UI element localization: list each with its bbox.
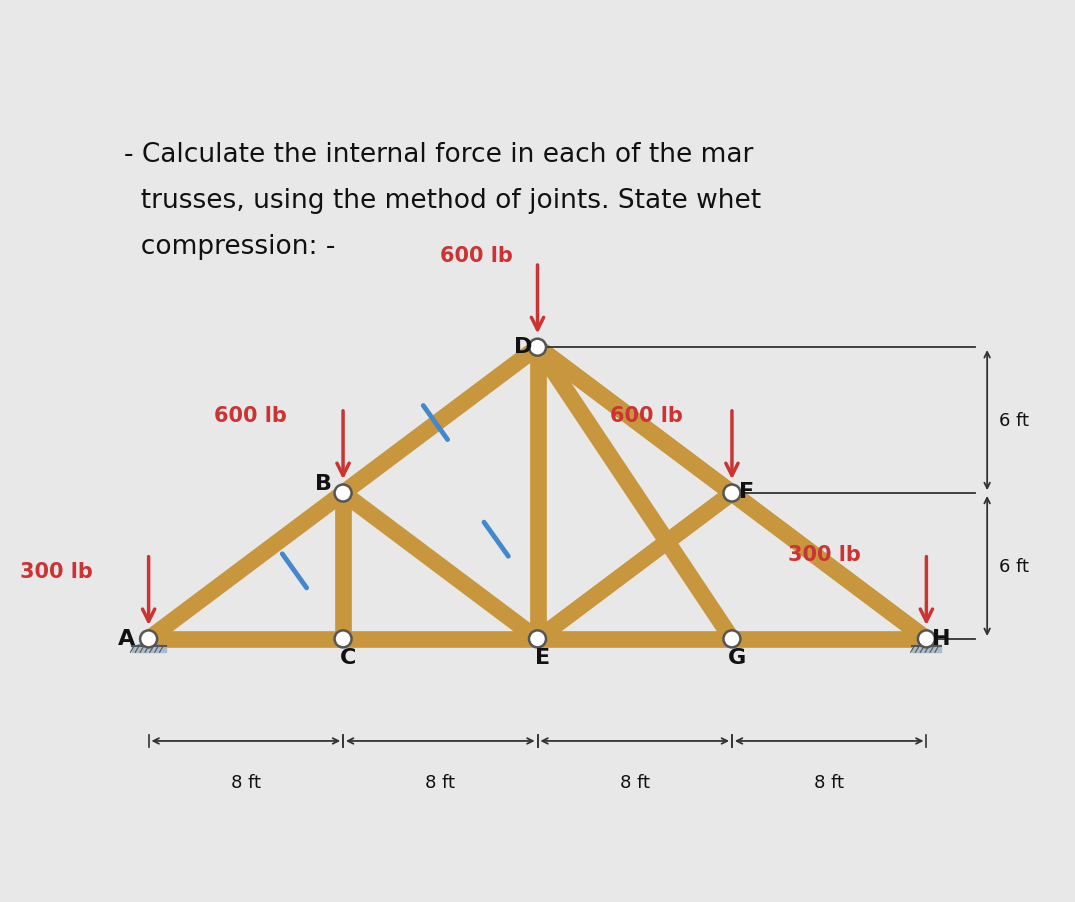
Text: trusses, using the method of joints. State whet: trusses, using the method of joints. Sta… (125, 188, 761, 214)
Text: 300 lb: 300 lb (19, 561, 92, 581)
Text: - Calculate the internal force in each of the mar: - Calculate the internal force in each o… (125, 142, 754, 168)
Text: 6 ft: 6 ft (1000, 411, 1029, 429)
Text: 8 ft: 8 ft (231, 773, 261, 791)
Polygon shape (912, 647, 941, 652)
Circle shape (529, 630, 546, 648)
Polygon shape (131, 647, 166, 652)
Circle shape (140, 630, 157, 648)
Text: F: F (739, 481, 754, 501)
Text: C: C (340, 648, 356, 667)
Polygon shape (917, 640, 936, 647)
Text: H: H (932, 628, 950, 648)
Text: E: E (534, 648, 550, 667)
Text: compression: -: compression: - (125, 234, 335, 260)
Polygon shape (137, 640, 161, 647)
Text: 300 lb: 300 lb (788, 544, 861, 564)
Text: 600 lb: 600 lb (214, 406, 287, 426)
Circle shape (529, 339, 546, 356)
Circle shape (723, 485, 741, 502)
Circle shape (723, 630, 741, 648)
Text: 8 ft: 8 ft (814, 773, 844, 791)
Text: G: G (728, 648, 746, 667)
Text: A: A (118, 628, 135, 648)
Text: 8 ft: 8 ft (426, 773, 456, 791)
Text: 8 ft: 8 ft (619, 773, 649, 791)
Text: 6 ft: 6 ft (1000, 557, 1029, 575)
Text: 600 lb: 600 lb (611, 406, 684, 426)
Text: D: D (514, 336, 532, 356)
Circle shape (334, 485, 352, 502)
Text: 600 lb: 600 lb (441, 245, 513, 265)
Circle shape (918, 630, 935, 648)
Circle shape (334, 630, 352, 648)
Text: B: B (315, 474, 332, 493)
